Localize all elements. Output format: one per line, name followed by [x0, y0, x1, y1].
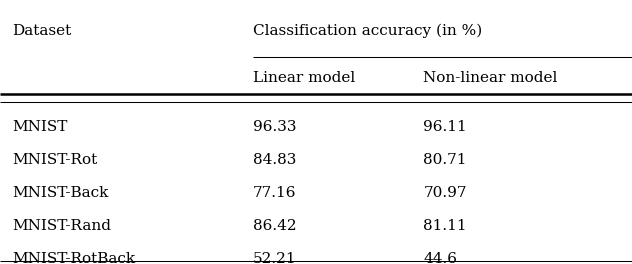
Text: MNIST-RotBack: MNIST-RotBack — [13, 252, 136, 264]
Text: Non-linear model: Non-linear model — [423, 71, 558, 85]
Text: MNIST-Back: MNIST-Back — [13, 186, 109, 200]
Text: 52.21: 52.21 — [253, 252, 296, 264]
Text: 44.6: 44.6 — [423, 252, 458, 264]
Text: Classification accuracy (in %): Classification accuracy (in %) — [253, 24, 482, 38]
Text: 81.11: 81.11 — [423, 219, 467, 233]
Text: 84.83: 84.83 — [253, 153, 296, 167]
Text: 96.33: 96.33 — [253, 120, 296, 134]
Text: Linear model: Linear model — [253, 71, 355, 85]
Text: MNIST-Rand: MNIST-Rand — [13, 219, 112, 233]
Text: Dataset: Dataset — [13, 24, 72, 38]
Text: 77.16: 77.16 — [253, 186, 296, 200]
Text: 96.11: 96.11 — [423, 120, 467, 134]
Text: 70.97: 70.97 — [423, 186, 467, 200]
Text: 86.42: 86.42 — [253, 219, 296, 233]
Text: MNIST: MNIST — [13, 120, 68, 134]
Text: 80.71: 80.71 — [423, 153, 467, 167]
Text: MNIST-Rot: MNIST-Rot — [13, 153, 98, 167]
